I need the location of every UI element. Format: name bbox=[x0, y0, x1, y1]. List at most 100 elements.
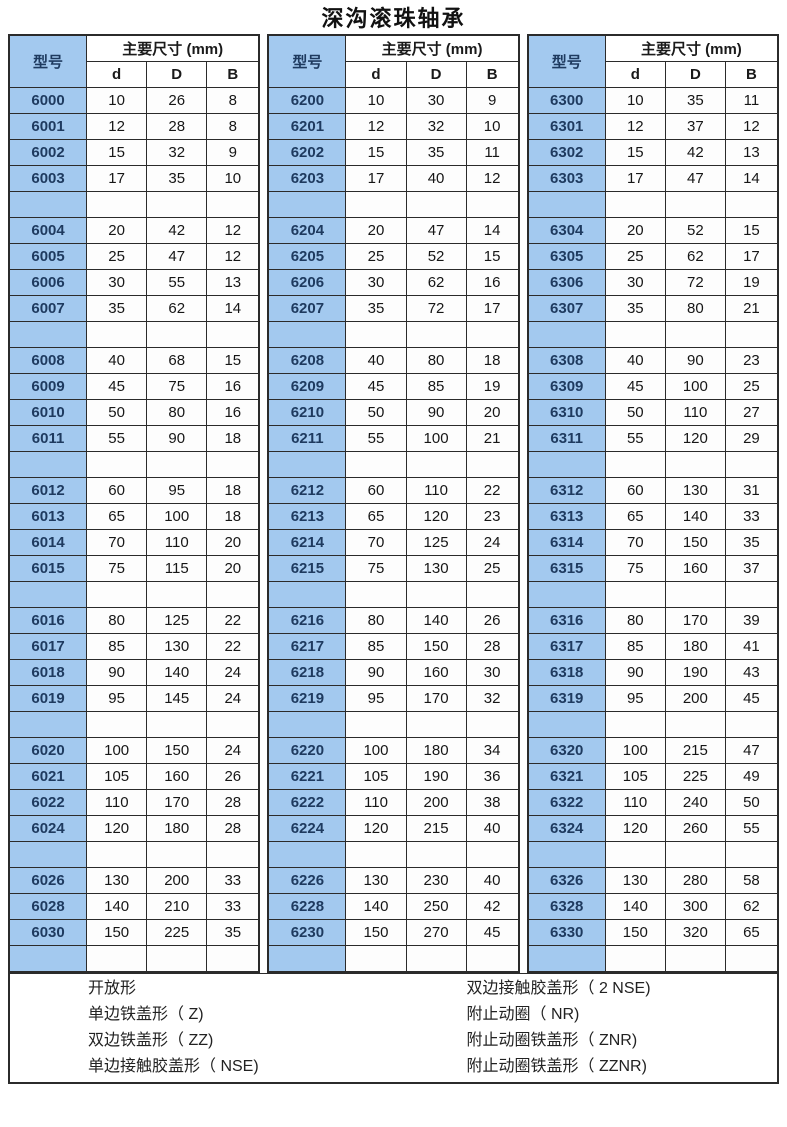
dimension-cell: 22 bbox=[206, 607, 260, 634]
dimension-cell bbox=[206, 711, 260, 738]
dimension-cell: 47 bbox=[146, 243, 208, 270]
spacer-row bbox=[267, 451, 520, 478]
dimension-cell: 50 bbox=[86, 399, 148, 426]
dimension-cell: 47 bbox=[405, 217, 467, 244]
model-number-cell bbox=[8, 711, 88, 738]
dimension-cell: 225 bbox=[146, 919, 208, 946]
model-number-cell: 6208 bbox=[267, 347, 347, 374]
dimension-cell: 105 bbox=[86, 763, 148, 790]
dimension-cell: 95 bbox=[86, 685, 148, 712]
dimension-cell: 100 bbox=[86, 737, 148, 764]
dimension-cell bbox=[604, 711, 666, 738]
spacer-row bbox=[527, 841, 779, 868]
model-number-cell bbox=[267, 711, 347, 738]
dimension-cell: 21 bbox=[465, 425, 520, 452]
model-number-cell: 6330 bbox=[527, 919, 606, 946]
model-number-cell: 6019 bbox=[8, 685, 88, 712]
model-number-cell: 6203 bbox=[267, 165, 347, 192]
dimension-cell: 140 bbox=[604, 893, 666, 920]
dimension-cell: 9 bbox=[206, 139, 260, 166]
dimension-cell: 30 bbox=[405, 87, 467, 114]
dimension-cell: 8 bbox=[206, 87, 260, 114]
dimension-cell bbox=[724, 451, 779, 478]
dimension-cell bbox=[345, 841, 407, 868]
dimension-cell bbox=[206, 581, 260, 608]
table-row: 6214 70 125 24 bbox=[267, 529, 520, 556]
dimension-cell: 24 bbox=[465, 529, 520, 556]
dimension-cell: 12 bbox=[604, 113, 666, 140]
model-number-cell: 6205 bbox=[267, 243, 347, 270]
dimension-cell: 20 bbox=[604, 217, 666, 244]
model-number-cell: 6201 bbox=[267, 113, 347, 140]
dimension-cell: 130 bbox=[664, 477, 726, 504]
dimension-cell bbox=[405, 711, 467, 738]
table-row: 6304 20 52 15 bbox=[527, 217, 779, 244]
dimension-cell: 230 bbox=[405, 867, 467, 894]
model-number-cell: 6020 bbox=[8, 737, 88, 764]
dimension-cell: 70 bbox=[345, 529, 407, 556]
dimension-cell bbox=[146, 321, 208, 348]
dimension-cell: 26 bbox=[206, 763, 260, 790]
dimension-cell: 80 bbox=[604, 607, 666, 634]
dimension-cell bbox=[604, 841, 666, 868]
dimension-cell: 150 bbox=[345, 919, 407, 946]
dimension-cell: 110 bbox=[86, 789, 148, 816]
model-number-cell: 6222 bbox=[267, 789, 347, 816]
dimension-cell: 105 bbox=[604, 763, 666, 790]
dimension-cell: 170 bbox=[405, 685, 467, 712]
table-row: 6200 10 30 9 bbox=[267, 87, 520, 114]
model-number-cell: 6318 bbox=[527, 659, 606, 686]
dimension-cell: 34 bbox=[465, 737, 520, 764]
dimension-cell: 120 bbox=[664, 425, 726, 452]
dimension-cell: 90 bbox=[664, 347, 726, 374]
dimension-cell: 85 bbox=[345, 633, 407, 660]
model-number-cell: 6216 bbox=[267, 607, 347, 634]
dimension-cell: 250 bbox=[405, 893, 467, 920]
model-number-cell bbox=[8, 451, 88, 478]
dimension-cell: 75 bbox=[86, 555, 148, 582]
model-number-cell: 6310 bbox=[527, 399, 606, 426]
table-row: 6003 17 35 10 bbox=[8, 165, 260, 192]
dimension-cell: 180 bbox=[146, 815, 208, 842]
dimension-cell: 270 bbox=[405, 919, 467, 946]
table-row: 6307 35 80 21 bbox=[527, 295, 779, 322]
model-number-cell: 6005 bbox=[8, 243, 88, 270]
model-number-cell bbox=[8, 321, 88, 348]
dimension-cell bbox=[405, 945, 467, 973]
dimensions-header: 主要尺寸 (mm) bbox=[345, 34, 520, 62]
table-row: 6020 100 150 24 bbox=[8, 737, 260, 764]
dimension-cell: 110 bbox=[604, 789, 666, 816]
dimension-cell: 26 bbox=[146, 87, 208, 114]
table-row: 6018 90 140 24 bbox=[8, 659, 260, 686]
dimension-cell: 65 bbox=[86, 503, 148, 530]
spacer-row bbox=[8, 841, 260, 868]
dimension-cell: 26 bbox=[465, 607, 520, 634]
dimension-cell: 68 bbox=[146, 347, 208, 374]
dimension-cell: 62 bbox=[664, 243, 726, 270]
legend-item: 单边铁盖形（ Z) bbox=[88, 1006, 204, 1023]
spacer-row bbox=[8, 581, 260, 608]
dimension-cell: 20 bbox=[206, 555, 260, 582]
dimension-cell: 80 bbox=[664, 295, 726, 322]
dimension-cell: 35 bbox=[604, 295, 666, 322]
table-row: 6216 80 140 26 bbox=[267, 607, 520, 634]
dimension-cell: 58 bbox=[724, 867, 779, 894]
dimension-cell: 215 bbox=[664, 737, 726, 764]
dimension-cell: 30 bbox=[465, 659, 520, 686]
spacer-row bbox=[527, 945, 779, 973]
model-column-header: 型号 bbox=[267, 34, 347, 88]
table-row: 6206 30 62 16 bbox=[267, 269, 520, 296]
dimension-cell: 100 bbox=[345, 737, 407, 764]
model-number-cell: 6202 bbox=[267, 139, 347, 166]
table-row: 6002 15 32 9 bbox=[8, 139, 260, 166]
bearing-table-6000-series: 型号 主要尺寸 (mm) d D B 6000 10 26 8 6001 12 28 8 600… bbox=[8, 34, 261, 973]
dimension-cell bbox=[146, 711, 208, 738]
model-number-cell bbox=[267, 945, 347, 973]
table-row: 6202 15 35 11 bbox=[267, 139, 520, 166]
model-number-cell: 6009 bbox=[8, 373, 88, 400]
model-number-cell: 6228 bbox=[267, 893, 347, 920]
table-row: 6310 50 110 27 bbox=[527, 399, 779, 426]
model-number-cell: 6021 bbox=[8, 763, 88, 790]
dimension-cell: 110 bbox=[664, 399, 726, 426]
table-row: 6305 25 62 17 bbox=[527, 243, 779, 270]
